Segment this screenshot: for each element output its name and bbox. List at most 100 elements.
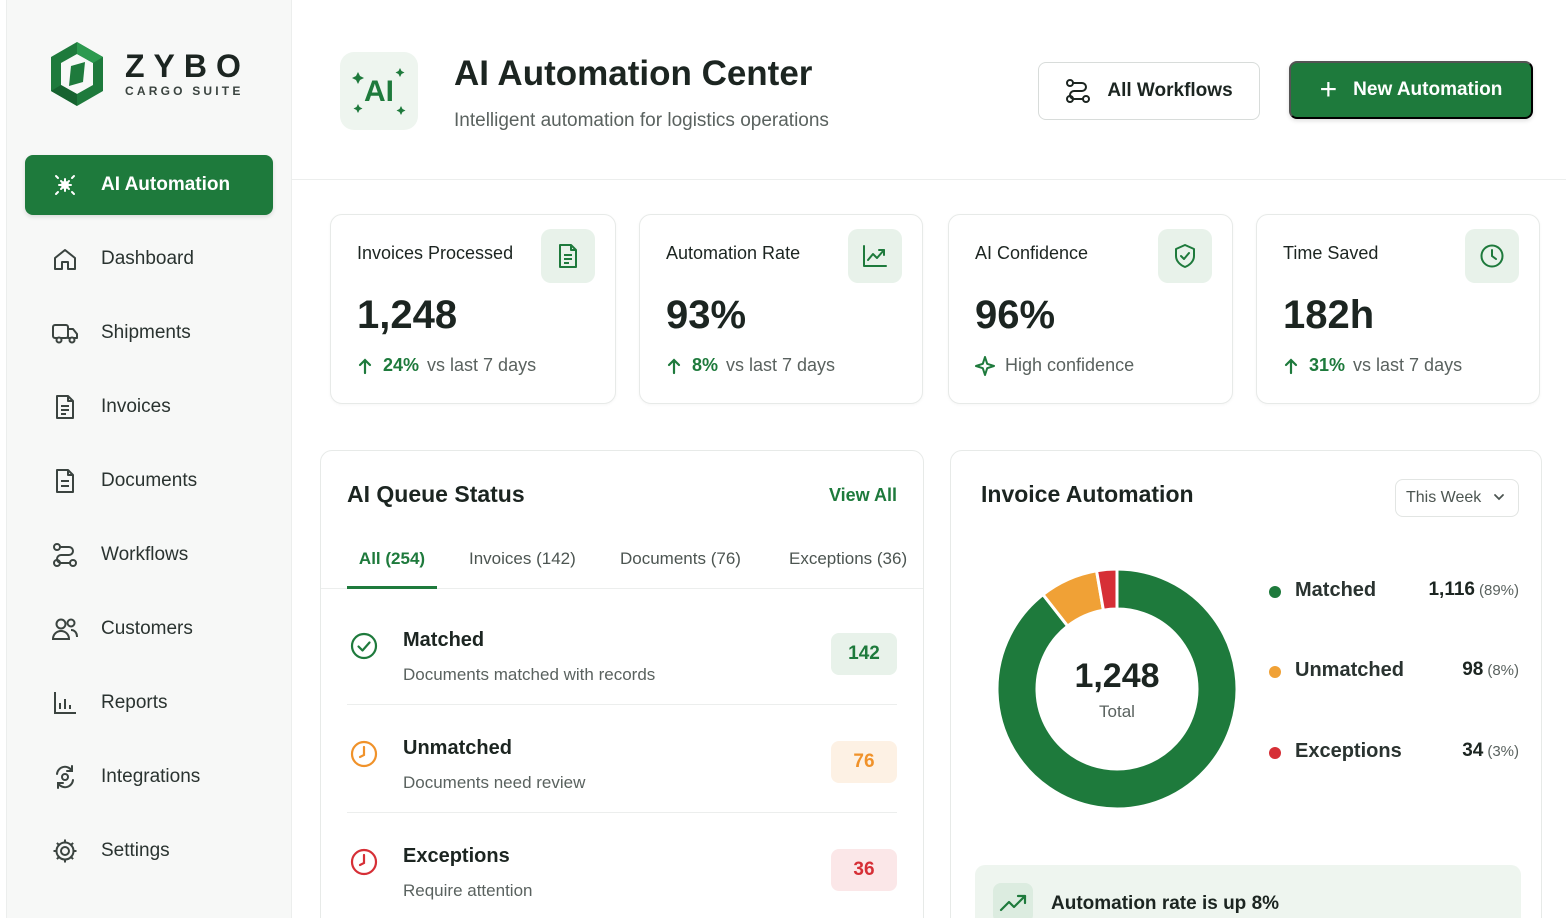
- stat-value: 93%: [666, 293, 747, 337]
- sidebar-item-workflows[interactable]: Workflows: [25, 525, 273, 585]
- legend-dot: [1269, 747, 1281, 759]
- reports-icon: [51, 689, 79, 717]
- insight-text: Automation rate is up 8%: [1051, 893, 1280, 914]
- view-all-link[interactable]: View All: [828, 485, 897, 505]
- stat-value: 182h: [1283, 293, 1375, 337]
- queue-row-description: Require attention: [403, 881, 533, 900]
- legend-value-number: 1,116: [1428, 579, 1475, 600]
- arrow-up-icon: [1284, 357, 1298, 374]
- queue-tabs: All (254) Invoices (142) Documents (76) …: [321, 537, 923, 589]
- invoice-icon: [51, 393, 79, 421]
- trend-percent: 24%: [383, 355, 420, 375]
- sidebar-item-settings[interactable]: Settings: [25, 821, 273, 881]
- stat-label: Time Saved: [1283, 243, 1379, 263]
- sidebar-nav: AI Automation Dashboard Shipments Invoic…: [25, 155, 273, 895]
- brand-subtitle: CARGO SUITE: [125, 84, 244, 98]
- period-select[interactable]: This Week: [1395, 479, 1519, 517]
- invoice-automation-panel: Invoice Automation This Week 1,248 Total…: [950, 450, 1542, 918]
- sidebar-item-label: Dashboard: [101, 248, 194, 269]
- tab-documents[interactable]: Documents (76): [620, 549, 741, 568]
- queue-row-title: Exceptions: [403, 845, 510, 867]
- tab-all[interactable]: All (254): [347, 549, 437, 589]
- trend-up-icon: [993, 883, 1033, 918]
- sidebar-item-integrations[interactable]: Integrations: [25, 747, 273, 807]
- legend-label: Matched: [1295, 579, 1377, 601]
- sidebar-item-customers[interactable]: Customers: [25, 599, 273, 659]
- sidebar-item-invoices[interactable]: Invoices: [25, 377, 273, 437]
- legend-item-unmatched: Unmatched 98 (8%): [1267, 655, 1519, 685]
- trend-percent: 8%: [692, 355, 719, 375]
- legend-value: 34 (3%): [1462, 740, 1519, 762]
- queue-row-matched[interactable]: Matched Documents matched with records 1…: [347, 597, 897, 705]
- gear-icon: [51, 837, 79, 865]
- sidebar-item-label: Workflows: [101, 544, 189, 565]
- new-automation-button[interactable]: + New Automation: [1289, 61, 1533, 119]
- arrow-up-icon: [667, 357, 681, 374]
- ai-queue-panel: AI Queue Status View All All (254) Invoi…: [320, 450, 924, 918]
- sidebar-item-dashboard[interactable]: Dashboard: [25, 229, 273, 289]
- ai-sparkle-icon: AI: [352, 68, 406, 115]
- zybo-logo-icon: [51, 42, 103, 106]
- queue-row-description: Documents need review: [403, 773, 586, 792]
- chevron-down-icon: [1494, 494, 1504, 501]
- trend-percent: 31%: [1309, 355, 1346, 375]
- sidebar-item-shipments[interactable]: Shipments: [25, 303, 273, 363]
- trend-text: vs last 7 days: [726, 355, 836, 375]
- stat-label: AI Confidence: [975, 243, 1089, 263]
- sidebar-item-label: Settings: [101, 840, 170, 861]
- sidebar-item-label: Documents: [101, 470, 198, 491]
- invoice-icon: [541, 229, 595, 283]
- stat-trend: 31% vs last 7 days: [1283, 355, 1462, 376]
- period-select-value: This Week: [1406, 489, 1482, 506]
- sparkle-icon: [975, 355, 995, 376]
- legend-dot: [1269, 666, 1281, 678]
- queue-row-title: Matched: [403, 629, 485, 651]
- stat-trend: 24% vs last 7 days: [357, 355, 536, 376]
- tab-invoices[interactable]: Invoices (142): [469, 549, 576, 568]
- sidebar-item-ai-automation[interactable]: AI Automation: [25, 155, 273, 215]
- donut-slice-exceptions[interactable]: [1094, 567, 1119, 612]
- tab-exceptions[interactable]: Exceptions (36): [789, 549, 908, 568]
- legend-value-number: 98: [1462, 659, 1484, 680]
- panel-title: AI Queue Status: [347, 481, 525, 507]
- ai-badge-text: AI: [364, 75, 394, 108]
- clock-icon: [1465, 229, 1519, 283]
- workflow-icon: [51, 541, 79, 569]
- donut-slice-matched[interactable]: [995, 567, 1239, 811]
- stat-label: Invoices Processed: [357, 243, 514, 263]
- queue-row-title: Unmatched: [403, 737, 512, 759]
- integrations-icon: [51, 763, 79, 791]
- stat-card-automation-rate[interactable]: Automation Rate 93% 8% vs last 7 days: [639, 214, 923, 404]
- legend-value-percent: (8%): [1487, 662, 1519, 679]
- trend-text: vs last 7 days: [427, 355, 537, 375]
- legend-label: Exceptions: [1295, 740, 1402, 762]
- count-badge: 142: [831, 633, 897, 675]
- sidebar-item-reports[interactable]: Reports: [25, 673, 273, 733]
- legend-value-percent: (89%): [1478, 582, 1519, 599]
- legend-value: 98 (8%): [1462, 659, 1519, 681]
- sidebar-item-label: Invoices: [101, 396, 171, 417]
- stat-label: Automation Rate: [666, 243, 801, 263]
- queue-row-unmatched[interactable]: Unmatched Documents need review 76: [347, 705, 897, 813]
- check-circle-icon: [350, 632, 378, 660]
- stat-card-invoices-processed[interactable]: Invoices Processed 1,248 24% vs last 7 d…: [330, 214, 616, 404]
- queue-row-exceptions[interactable]: Exceptions Require attention 36: [347, 813, 897, 918]
- stat-value: 1,248: [357, 293, 458, 337]
- workflow-icon: [1066, 79, 1091, 103]
- legend-item-exceptions: Exceptions 34 (3%): [1267, 736, 1519, 766]
- stat-card-time-saved[interactable]: Time Saved 182h 31% vs last 7 days: [1256, 214, 1540, 404]
- sidebar-item-label: Reports: [101, 692, 168, 713]
- sidebar: ZYBO CARGO SUITE AI Automation Dashboard…: [6, 0, 292, 918]
- legend-value-number: 34: [1462, 740, 1484, 761]
- legend-value: 1,116 (89%): [1428, 579, 1519, 601]
- sidebar-item-documents[interactable]: Documents: [25, 451, 273, 511]
- trend-text: vs last 7 days: [1353, 355, 1463, 375]
- all-workflows-button[interactable]: All Workflows: [1038, 62, 1260, 120]
- donut-chart: [995, 567, 1239, 811]
- sidebar-item-label: Customers: [101, 618, 193, 639]
- clock-icon: [350, 740, 378, 768]
- brand[interactable]: ZYBO CARGO SUITE: [47, 40, 250, 108]
- donut-center: 1,248 Total: [995, 567, 1239, 811]
- stat-card-ai-confidence[interactable]: AI Confidence 96% High confidence: [948, 214, 1233, 404]
- legend-label: Unmatched: [1295, 659, 1404, 681]
